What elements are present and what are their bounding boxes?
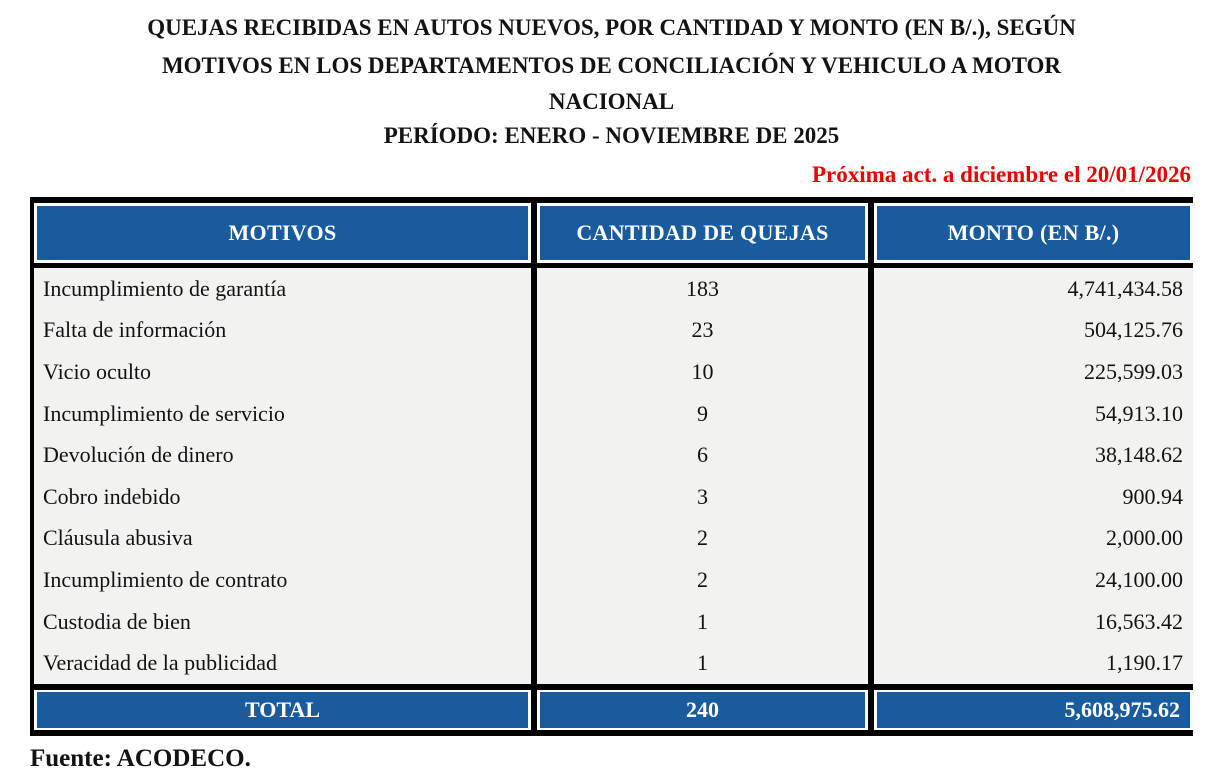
monto-cell: 16,563.42 <box>1095 608 1183 634</box>
next-update-note: Próxima act. a diciembre el 20/01/2026 <box>812 162 1191 187</box>
region-subtitle: NACIONAL <box>548 89 675 114</box>
table-row: Vicio oculto 10 225,599.03 <box>34 351 1193 393</box>
column-divider <box>531 309 537 352</box>
column-divider <box>531 268 537 310</box>
report-title-line-2: MOTIVOS EN LOS DEPARTAMENTOS DE CONCILIA… <box>161 53 1062 78</box>
motivo-cell: Vicio oculto <box>43 358 152 384</box>
column-divider <box>868 309 874 352</box>
monto-cell: 225,599.03 <box>1084 358 1183 384</box>
table-row: Veracidad de la publicidad 1 1,190.17 <box>34 642 1193 684</box>
motivo-cell: Incumplimiento de contrato <box>43 566 288 592</box>
motivo-cell: Custodia de bien <box>43 608 191 634</box>
column-header-cantidad: CANTIDAD DE QUEJAS <box>540 206 865 260</box>
column-divider <box>531 559 537 601</box>
table-row: Incumplimiento de servicio 9 54,913.10 <box>34 392 1193 435</box>
column-divider <box>868 642 874 684</box>
monto-cell: 2,000.00 <box>1106 525 1183 551</box>
monto-cell: 4,741,434.58 <box>1067 275 1184 301</box>
column-divider <box>868 517 874 560</box>
column-header-motivos: MOTIVOS <box>37 206 528 260</box>
column-divider <box>531 392 537 435</box>
table-row: Falta de información 23 504,125.76 <box>34 309 1193 352</box>
column-divider <box>868 475 874 518</box>
monto-cell: 1,190.17 <box>1106 650 1183 676</box>
column-divider <box>868 689 874 730</box>
table-row: Incumplimiento de garantía 183 4,741,434… <box>34 268 1193 310</box>
total-top-border <box>34 683 1193 690</box>
column-divider <box>531 434 537 476</box>
source-note: Fuente: ACODECO. <box>30 744 251 772</box>
column-divider <box>531 600 537 643</box>
column-divider <box>868 600 874 643</box>
column-divider <box>868 268 874 310</box>
monto-cell: 900.94 <box>1122 483 1184 509</box>
motivo-cell: Cláusula abusiva <box>43 525 193 551</box>
complaints-table: MOTIVOS CANTIDAD DE QUEJAS MONTO (EN B/.… <box>30 197 1193 736</box>
total-label-cell: TOTAL <box>37 691 528 728</box>
motivo-cell: Incumplimiento de garantía <box>43 275 287 301</box>
column-divider <box>868 434 874 476</box>
table-row: Custodia de bien 1 16,563.42 <box>34 600 1193 643</box>
total-monto-cell: 5,608,975.62 <box>877 691 1190 728</box>
column-divider <box>868 392 874 435</box>
column-divider <box>868 559 874 601</box>
table-header-row: MOTIVOS CANTIDAD DE QUEJAS MONTO (EN B/.… <box>34 203 1193 263</box>
cantidad-cell: 23 <box>691 317 714 343</box>
monto-cell: 38,148.62 <box>1095 442 1183 468</box>
motivo-cell: Incumplimiento de servicio <box>43 400 285 426</box>
cantidad-cell: 1 <box>697 608 708 634</box>
monto-cell: 504,125.76 <box>1084 317 1183 343</box>
cantidad-cell: 2 <box>697 525 708 551</box>
monto-cell: 24,100.00 <box>1095 566 1183 592</box>
monto-cell: 54,913.10 <box>1095 400 1183 426</box>
cantidad-cell: 3 <box>697 483 708 509</box>
column-divider <box>531 203 537 263</box>
table-row: Incumplimiento de contrato 2 24,100.00 <box>34 559 1193 601</box>
table-row: Cláusula abusiva 2 2,000.00 <box>34 517 1193 560</box>
column-header-monto: MONTO (EN B/.) <box>877 206 1190 260</box>
total-cantidad-cell: 240 <box>540 691 865 728</box>
motivo-cell: Devolución de dinero <box>43 442 234 468</box>
column-divider <box>531 689 537 730</box>
column-divider <box>531 517 537 560</box>
column-divider <box>868 203 874 263</box>
table-row: Devolución de dinero 6 38,148.62 <box>34 434 1193 476</box>
cantidad-cell: 9 <box>697 400 708 426</box>
cantidad-cell: 6 <box>697 442 708 468</box>
column-divider <box>531 642 537 684</box>
cantidad-cell: 183 <box>686 275 719 301</box>
table-row: Cobro indebido 3 900.94 <box>34 475 1193 518</box>
column-divider <box>868 351 874 393</box>
report-title-line-1: QUEJAS RECIBIDAS EN AUTOS NUEVOS, POR CA… <box>147 15 1076 40</box>
cantidad-cell: 1 <box>697 650 708 676</box>
column-divider <box>531 475 537 518</box>
title-block: QUEJAS RECIBIDAS EN AUTOS NUEVOS, POR CA… <box>30 0 1193 191</box>
table-total-row: TOTAL 240 5,608,975.62 <box>34 689 1193 730</box>
motivo-cell: Veracidad de la publicidad <box>43 650 277 676</box>
column-divider <box>531 351 537 393</box>
header-bottom-border <box>34 263 1193 268</box>
cantidad-cell: 2 <box>697 566 708 592</box>
motivo-cell: Cobro indebido <box>43 483 181 509</box>
motivo-cell: Falta de información <box>43 317 227 343</box>
period-subtitle: PERÍODO: ENERO - NOVIEMBRE DE 2025 <box>383 123 840 148</box>
cantidad-cell: 10 <box>691 358 714 384</box>
